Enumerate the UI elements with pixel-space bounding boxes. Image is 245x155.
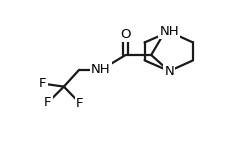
Text: O: O [120,28,131,41]
Text: N: N [164,65,174,78]
Text: F: F [44,96,51,109]
Text: F: F [39,77,47,90]
Text: F: F [76,97,84,110]
Text: NH: NH [91,63,111,76]
Text: NH: NH [159,25,179,38]
